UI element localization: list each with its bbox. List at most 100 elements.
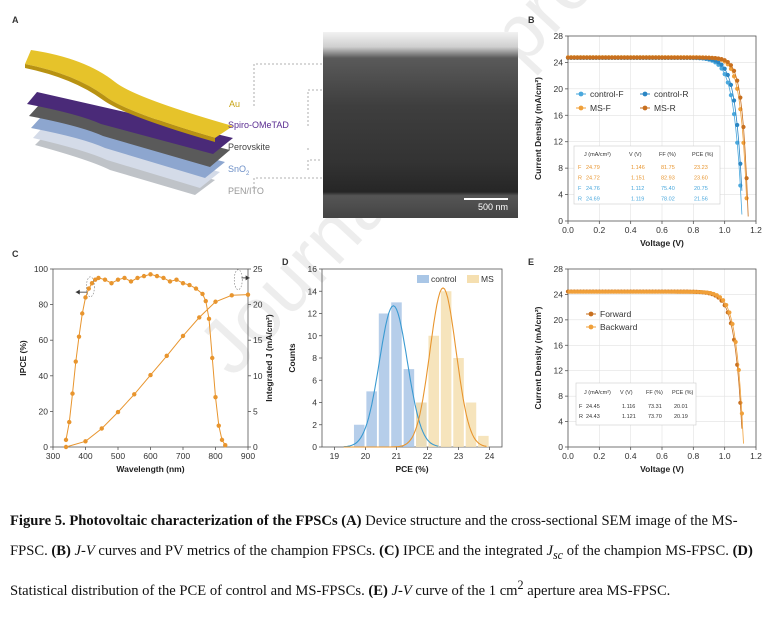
x-tick-label: 700 xyxy=(176,451,190,461)
integrated-j-point xyxy=(99,426,104,431)
jv-point-Backward xyxy=(611,289,616,294)
integrated-j-point xyxy=(245,292,251,297)
x-tick-label: 300 xyxy=(46,451,60,461)
x-tick-label: 19 xyxy=(330,451,340,461)
jv-point-MS-R xyxy=(587,55,593,60)
y-tick-label: 28 xyxy=(554,31,564,41)
bar-MS xyxy=(465,402,477,447)
jv-point-Backward xyxy=(686,289,691,294)
table-header: V (V) xyxy=(620,390,633,396)
jv-point-MS-R xyxy=(703,55,708,60)
jv-point-Backward xyxy=(608,289,613,294)
y2-tick-label: 10 xyxy=(253,371,263,381)
jv-point-Backward xyxy=(576,289,582,294)
y-tick-label: 0 xyxy=(312,442,317,452)
caption-e-text2: aperture area MS-FPSC. xyxy=(523,582,671,599)
table-cell: 20.19 xyxy=(674,414,688,420)
bar-MS xyxy=(478,435,489,447)
y-tick-label: 2 xyxy=(312,420,317,430)
jv-point-Backward xyxy=(683,289,688,294)
jv-point-MS-R xyxy=(594,55,599,60)
table-header: FF (%) xyxy=(646,390,663,396)
integrated-j-point xyxy=(180,333,186,339)
ipce-point xyxy=(76,334,82,339)
ipce-point xyxy=(80,311,85,316)
integrated-j-point xyxy=(213,299,218,304)
table-row-key: R xyxy=(578,176,582,182)
jv-point-MS-R xyxy=(641,55,646,60)
jv-point-MS-R xyxy=(744,176,749,181)
y2-tick-label: 5 xyxy=(253,406,258,416)
jv-point-MS-R xyxy=(728,63,734,68)
jv-point-Backward xyxy=(617,289,622,294)
intj-axis-arrowhead xyxy=(245,275,250,281)
ipce-point xyxy=(219,437,225,443)
table-header: PCE (%) xyxy=(692,152,714,158)
table-header: PCE (%) xyxy=(672,390,694,396)
jv-point-Backward xyxy=(667,289,672,294)
jv-point-MS-R xyxy=(637,55,643,60)
caption-b-jv: J-V xyxy=(74,543,95,559)
jv-point-MS-R xyxy=(609,55,614,60)
x-tick-label: 24 xyxy=(485,451,495,461)
ipce-point xyxy=(213,394,218,400)
caption-c: (C) xyxy=(379,543,400,559)
jv-point-Backward xyxy=(636,289,641,294)
ipce-point xyxy=(148,272,153,277)
integrated-j-point xyxy=(229,293,234,298)
jv-point-Backward xyxy=(736,367,741,373)
y2-tick-label: 0 xyxy=(253,442,258,452)
jv-point-MS-R xyxy=(669,55,674,60)
caption-e: (E) xyxy=(368,582,388,599)
ipce-point xyxy=(216,423,221,428)
legend-swatch-ms xyxy=(467,275,479,283)
chart-e-jv: 0.0 0.2 0.4 0.6 0.8 1.0 1.2 0 4 8 12 16 20 24 28 Voltag… xyxy=(533,264,762,474)
jv-point-Backward xyxy=(627,289,632,294)
x-tick-label: 0.0 xyxy=(562,451,574,461)
x-axis-label: Voltage (V) xyxy=(640,464,684,474)
metrics-table-box xyxy=(575,382,697,426)
layer-label-spiro: Spiro-OMeTAD xyxy=(228,120,289,130)
table-cell: 1.112 xyxy=(631,186,644,192)
jv-point-Backward xyxy=(664,289,669,294)
jv-point-control-R xyxy=(731,98,737,103)
x-tick-label: 0.4 xyxy=(625,225,637,235)
table-cell: 1.121 xyxy=(622,414,636,420)
table-cell: 73.31 xyxy=(648,404,662,410)
jv-point-MS-R xyxy=(706,55,712,60)
jv-point-control-R xyxy=(716,60,721,65)
x-axis-label: Voltage (V) xyxy=(640,238,684,248)
jv-point-MS-R xyxy=(634,55,640,60)
jv-point-Backward xyxy=(586,289,591,294)
panel-label-e: E xyxy=(528,257,535,267)
integrated-j-curve xyxy=(65,294,249,448)
caption-e-text: curve of the 1 cm xyxy=(411,582,518,599)
table-cell: 24.43 xyxy=(586,414,600,420)
ipce-point xyxy=(63,437,69,443)
table-row-key: F xyxy=(579,404,583,410)
jv-point-MS-R xyxy=(710,55,715,61)
x-axis-label: PCE (%) xyxy=(395,464,428,474)
y-tick-label: 8 xyxy=(558,391,563,401)
y-axis-label: Counts xyxy=(287,343,297,373)
legend-marker xyxy=(642,105,648,111)
jv-point-MS-R xyxy=(659,55,665,60)
ipce-point xyxy=(83,295,88,300)
x-tick-label: 400 xyxy=(78,451,92,461)
y2-tick-label: 15 xyxy=(253,335,263,345)
jv-point-Backward xyxy=(727,310,732,315)
x-tick-label: 1.2 xyxy=(750,225,762,235)
jv-point-Backward xyxy=(689,289,694,294)
bar-MS xyxy=(416,402,427,447)
legend-label: MS-R xyxy=(654,103,676,113)
jv-point-MS-R xyxy=(578,55,583,60)
ipce-point xyxy=(193,286,199,291)
jv-point-MS-F xyxy=(731,74,737,79)
ipce-point xyxy=(115,277,121,282)
y-tick-label: 60 xyxy=(39,335,49,345)
x-tick-label: 0.6 xyxy=(656,225,668,235)
jv-point-control-R xyxy=(719,62,724,67)
x-tick-label: 20 xyxy=(361,451,371,461)
jv-point-control-R xyxy=(735,122,740,128)
y-tick-label: 10 xyxy=(308,331,318,341)
